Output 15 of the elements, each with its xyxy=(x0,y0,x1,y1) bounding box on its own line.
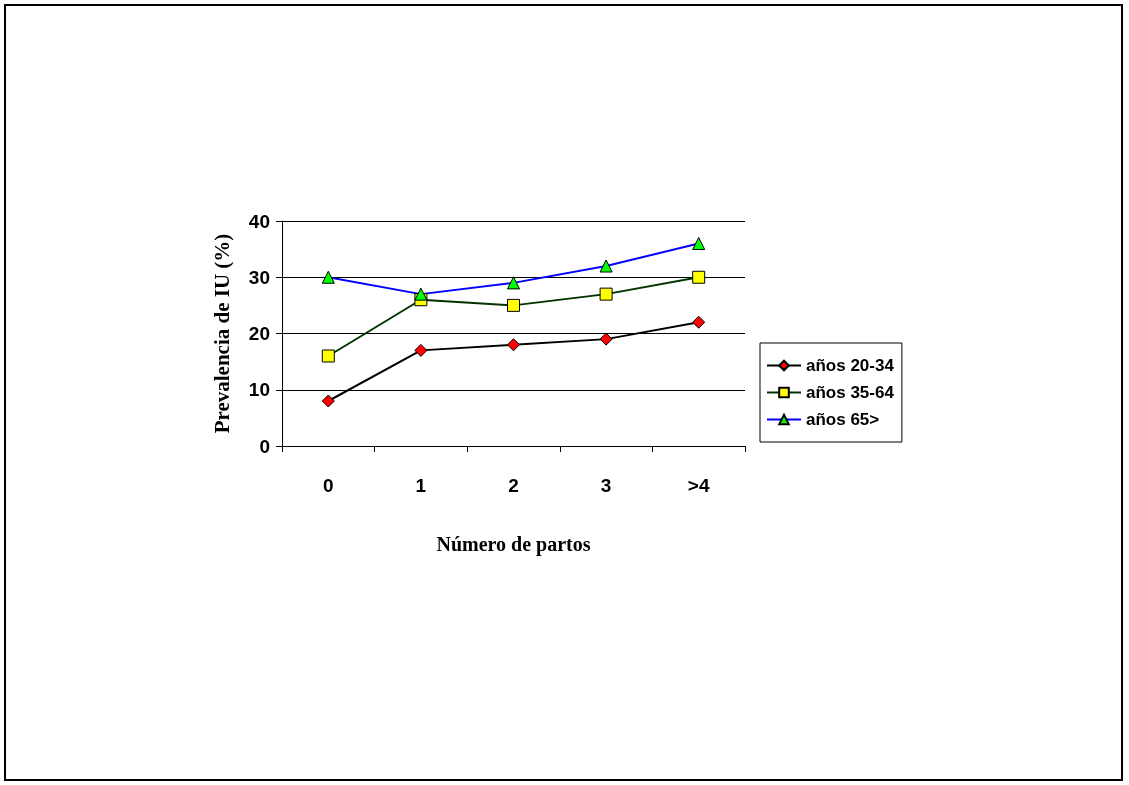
x-axis-title: Número de partos xyxy=(436,533,591,556)
x-tick-label: 3 xyxy=(600,475,612,496)
y-axis-title: Prevalencia de IU (%) xyxy=(209,233,234,434)
y-tick-label: 20 xyxy=(248,323,270,344)
y-tick-label: 40 xyxy=(248,210,270,232)
y-tick-label: 30 xyxy=(248,266,270,288)
y-tick-label: 0 xyxy=(259,435,270,457)
x-tick-label: >4 xyxy=(687,475,710,496)
legend-label: años 65> xyxy=(806,410,880,429)
x-tick-label: 1 xyxy=(415,475,427,496)
x-tick-label: 0 xyxy=(323,475,334,496)
x-tick-label: 2 xyxy=(508,475,519,496)
legend-label: años 35-64 xyxy=(806,383,895,402)
legend-label: años 20-34 xyxy=(806,356,895,375)
y-tick-label: 10 xyxy=(248,379,270,401)
